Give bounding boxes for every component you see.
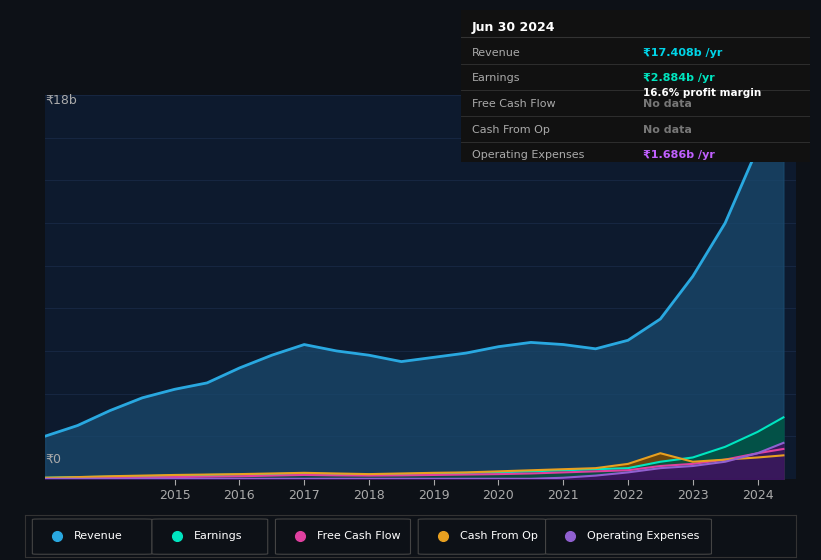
Text: ₹0: ₹0	[45, 453, 61, 466]
FancyBboxPatch shape	[418, 519, 546, 554]
FancyBboxPatch shape	[546, 519, 712, 554]
FancyBboxPatch shape	[152, 519, 268, 554]
Text: Operating Expenses: Operating Expenses	[587, 531, 699, 541]
Text: ₹2.884b /yr: ₹2.884b /yr	[643, 73, 714, 83]
Text: ₹18b: ₹18b	[45, 94, 77, 107]
Text: Earnings: Earnings	[194, 531, 242, 541]
Text: Revenue: Revenue	[472, 48, 521, 58]
Text: Free Cash Flow: Free Cash Flow	[472, 99, 556, 109]
Text: Revenue: Revenue	[74, 531, 123, 541]
Text: Free Cash Flow: Free Cash Flow	[317, 531, 401, 541]
Text: 16.6% profit margin: 16.6% profit margin	[643, 88, 761, 98]
Text: No data: No data	[643, 99, 692, 109]
Text: Cash From Op: Cash From Op	[472, 125, 550, 134]
FancyBboxPatch shape	[276, 519, 410, 554]
Text: ₹1.686b /yr: ₹1.686b /yr	[643, 150, 715, 160]
Text: No data: No data	[643, 125, 692, 134]
Text: Operating Expenses: Operating Expenses	[472, 150, 585, 160]
Text: Earnings: Earnings	[472, 73, 521, 83]
Text: Cash From Op: Cash From Op	[460, 531, 538, 541]
Text: ₹17.408b /yr: ₹17.408b /yr	[643, 48, 722, 58]
FancyBboxPatch shape	[32, 519, 152, 554]
Text: Jun 30 2024: Jun 30 2024	[472, 21, 555, 34]
